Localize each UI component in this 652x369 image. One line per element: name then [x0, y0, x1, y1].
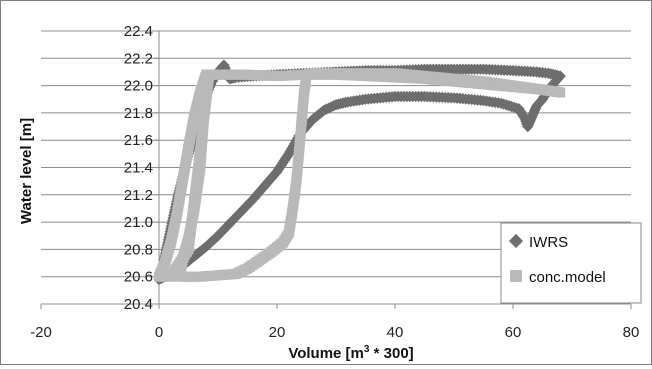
- x-axis-title: Volume [m3 * 300]: [288, 344, 413, 362]
- axes: [40, 30, 632, 309]
- x-tick-label-5: 80: [623, 324, 640, 341]
- series-markers: [153, 59, 566, 286]
- y-tick-label-1: 20.6: [124, 269, 153, 286]
- legend: IWRS conc.model: [500, 222, 642, 304]
- legend-marker-conc-model: [510, 270, 522, 282]
- x-axis-title-main: Volume [m: [288, 345, 364, 362]
- x-tick-label-3: 40: [387, 324, 404, 341]
- x-tick-label-4: 60: [505, 324, 522, 341]
- series-conc-model: [154, 68, 566, 282]
- x-axis-title-tail: * 300]: [369, 345, 413, 362]
- y-tick-label-0: 20.4: [124, 296, 153, 313]
- legend-marker-iwrs: [508, 233, 524, 249]
- y-tick-label-4: 21.2: [124, 187, 153, 204]
- legend-box: [500, 222, 642, 304]
- x-axis-title-superscript: 3: [364, 344, 370, 355]
- legend-label-conc-model: conc.model: [529, 269, 606, 286]
- y-tick-label-7: 21.8: [124, 105, 153, 122]
- tick-labels: -20 0 20 40 60 80 20.4 20.6 20.8 21.0 21.2 21.4 21.6…: [30, 23, 639, 341]
- y-tick-label-8: 22.0: [124, 78, 153, 95]
- x-tick-label-1: 0: [155, 324, 163, 341]
- y-tick-label-2: 20.8: [124, 241, 153, 258]
- conc-model-point: [156, 271, 167, 282]
- y-tick-label-10: 22.4: [124, 23, 153, 40]
- y-tick-label-5: 21.4: [124, 160, 153, 177]
- y-tick-label-6: 21.6: [124, 132, 153, 149]
- y-axis-title: Water level [m]: [18, 118, 35, 224]
- x-tick-label-0: -20: [30, 324, 52, 341]
- y-tick-label-3: 21.0: [124, 214, 153, 231]
- legend-label-iwrs: IWRS: [529, 234, 568, 251]
- x-tick-label-2: 20: [269, 324, 286, 341]
- gridlines: [41, 30, 631, 305]
- y-tick-label-9: 22.2: [124, 50, 153, 67]
